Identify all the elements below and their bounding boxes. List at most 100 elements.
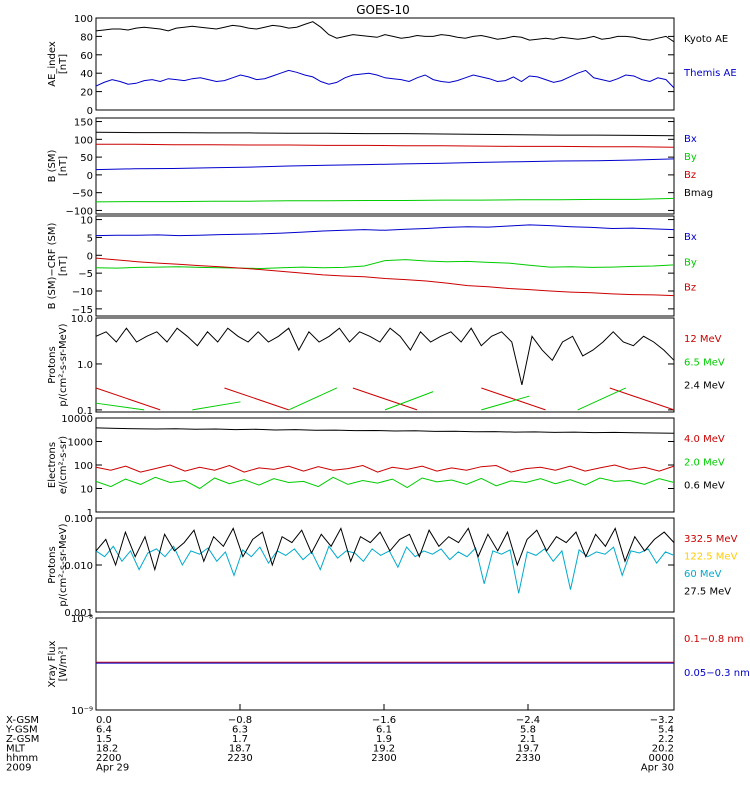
series-line-segment xyxy=(481,395,530,411)
panel-frame xyxy=(95,17,675,111)
ephemeris-value: −1.6 xyxy=(372,715,396,726)
ephemeris-value: 18.7 xyxy=(229,744,251,755)
legend-entry: 2.4 MeV xyxy=(684,381,725,392)
ephemeris-value: −3.2 xyxy=(650,715,674,726)
y-tick-label: 0 xyxy=(87,251,93,262)
legend-entry: Themis AE xyxy=(683,68,737,79)
panel-frame xyxy=(95,317,675,413)
y-axis-label: e/(cm²-s-sr) xyxy=(58,436,69,494)
ephemeris-value: −2.4 xyxy=(516,715,540,726)
ephemeris-value: 0000 xyxy=(649,753,674,764)
legend-entry: 2.0 MeV xyxy=(684,457,725,468)
y-tick-label: 1.0 xyxy=(77,360,93,371)
series-line-segment xyxy=(288,387,338,411)
ephemeris-value: 0.0 xyxy=(96,715,112,726)
y-tick-label: 50 xyxy=(80,153,93,164)
ephemeris-table: X-GSM 0.0 −0.8 −1.6 −2.4 −3.2 Y-GSM 6.4 6.3 6.1 5.… xyxy=(5,704,675,774)
y-tick-label: 10 xyxy=(80,485,93,496)
series-line xyxy=(95,476,675,490)
ephemeris-value: 2230 xyxy=(227,753,252,764)
series-line xyxy=(95,257,675,297)
panel-7: 10⁻⁸ 10⁻⁹ Xray Flux [W/m²] 0.1−0.8 nm 0.05−0.… xyxy=(47,614,750,717)
panel-frame xyxy=(95,117,675,215)
ephemeris-value: 5.8 xyxy=(520,725,536,736)
y-axis-label: Protons xyxy=(47,546,58,583)
series-line-segment xyxy=(481,387,546,411)
panel-5: 10000 1000 100 10 1 Electrons e/(cm²-s-sr) 4.0 … xyxy=(47,414,725,519)
ephemeris-value: 2200 xyxy=(96,753,121,764)
y-tick-label: 100 xyxy=(74,135,93,146)
y-tick-label: −100 xyxy=(66,206,93,217)
y-tick-label: −5 xyxy=(78,269,93,280)
ephemeris-value: 1.7 xyxy=(232,734,248,745)
ephemeris-value: 1.9 xyxy=(376,734,392,745)
legend-entry: 60 MeV xyxy=(684,569,722,580)
y-tick-label: 80 xyxy=(80,32,93,43)
y-tick-label: −50 xyxy=(72,189,93,200)
legend-entry: 0.05−0.3 nm xyxy=(684,668,750,679)
series-line xyxy=(95,69,675,89)
series-line-segment xyxy=(95,402,145,411)
legend-entry: 27.5 MeV xyxy=(684,587,731,598)
y-tick-label: 0 xyxy=(87,106,93,117)
panel-6: 0.100 0.010 0.001 Protons p/(cm²-s-sr-MeV) 33… xyxy=(47,514,738,619)
y-tick-label: 10000 xyxy=(61,414,93,425)
panel-frame xyxy=(95,215,675,317)
series-line-segment xyxy=(609,387,675,411)
y-tick-label: 0.010 xyxy=(64,561,93,572)
legend-entry: 0.6 MeV xyxy=(684,481,725,492)
plot-title: GOES-10 xyxy=(356,3,410,17)
y-axis-label: [nT] xyxy=(58,54,69,74)
series-line-segment xyxy=(352,387,418,411)
y-tick-label: 1000 xyxy=(68,438,93,449)
legend-entry: Bz xyxy=(684,170,696,181)
legend-entry: 122.5 MeV xyxy=(684,552,738,563)
ephemeris-row-label: 2009 xyxy=(6,763,31,774)
ephemeris-value: 20.2 xyxy=(652,744,674,755)
ephemeris-value: 6.4 xyxy=(96,725,112,736)
y-tick-label: 0.100 xyxy=(64,514,93,525)
series-line xyxy=(96,143,675,148)
y-tick-label: −15 xyxy=(72,305,93,316)
y-tick-label: 100 xyxy=(74,461,93,472)
y-tick-label: 5 xyxy=(87,233,93,244)
ephemeris-value: 2.1 xyxy=(520,734,536,745)
series-line-segment xyxy=(384,391,434,411)
y-tick-label: 40 xyxy=(80,69,93,80)
y-axis-label: [nT] xyxy=(58,156,69,176)
y-tick-label: 60 xyxy=(80,51,93,62)
legend-entry: Bz xyxy=(684,283,696,294)
series-line xyxy=(95,427,675,434)
series-line xyxy=(95,197,675,203)
y-tick-label: 10⁻⁸ xyxy=(71,614,93,625)
series-line xyxy=(95,327,675,386)
ephemeris-value: 6.1 xyxy=(376,725,392,736)
y-tick-label: 0.001 xyxy=(64,608,93,619)
legend-entry: Bx xyxy=(684,134,697,145)
y-tick-label: 0.1 xyxy=(77,406,93,417)
y-axis-label: p/(cm²-s-sr-MeV) xyxy=(58,523,69,606)
ephemeris-row-label: hhmm xyxy=(6,753,38,764)
series-line-segment xyxy=(224,387,289,411)
series-line-segment xyxy=(577,387,627,411)
series-line-segment xyxy=(95,387,161,411)
ephemeris-value: 2300 xyxy=(371,753,396,764)
panel-4: 10.0 1.0 0.1 Protons p/(cm²-s-sr-MeV) 12 MeV 6… xyxy=(47,314,725,417)
series-line xyxy=(95,545,675,594)
series-line xyxy=(95,527,675,572)
y-tick-label: 10.0 xyxy=(71,314,93,325)
series-line xyxy=(95,464,675,473)
y-tick-label: 10 xyxy=(80,216,93,227)
legend-entry: Kyoto AE xyxy=(684,34,728,45)
ephemeris-value: −0.8 xyxy=(228,715,252,726)
ephemeris-value: 2330 xyxy=(515,753,540,764)
legend-entry: 332.5 MeV xyxy=(684,534,738,545)
legend-entry: 0.1−0.8 nm xyxy=(684,634,743,645)
ephemeris-value: Apr 29 xyxy=(96,763,129,774)
y-tick-label: 1 xyxy=(87,508,93,519)
y-tick-label: 100 xyxy=(74,14,93,25)
ephemeris-row-label: X-GSM xyxy=(6,715,39,726)
y-tick-label: 0 xyxy=(87,171,93,182)
y-axis-label: [W/m²] xyxy=(58,646,69,681)
